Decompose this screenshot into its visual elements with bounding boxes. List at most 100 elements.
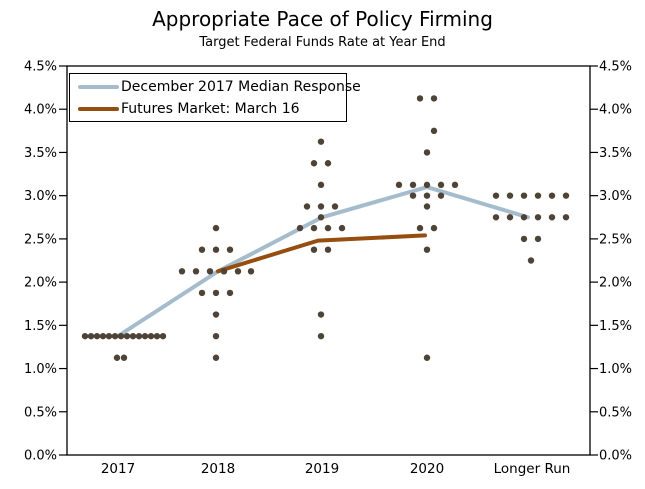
response-dot (534, 235, 542, 243)
response-dot (212, 354, 220, 361)
x-axis-category-label: Longer Run (494, 461, 571, 477)
legend-label: Futures Market: March 16 (121, 100, 300, 117)
response-dot (548, 214, 556, 221)
response-dot (310, 160, 318, 167)
legend: December 2017 Median Response Futures Ma… (69, 73, 361, 122)
response-dot (430, 127, 438, 135)
response-dot (506, 192, 514, 199)
y-axis-tick-label-right: 1.0% (599, 362, 632, 377)
response-dot (317, 332, 325, 340)
response-dot (226, 289, 234, 297)
response-dot (451, 181, 459, 189)
response-dot (117, 332, 125, 340)
response-dot (135, 332, 143, 340)
response-dot (409, 192, 417, 199)
response-dot (81, 332, 89, 340)
futures-market-line (216, 233, 427, 274)
response-dot (153, 332, 161, 340)
y-axis-tick-label-right: 4.5% (599, 60, 632, 75)
y-axis-tick-label-right: 2.0% (599, 276, 632, 291)
response-dot (430, 95, 438, 102)
response-dot (105, 332, 113, 340)
response-dot (562, 214, 570, 221)
futures-market-line-sample (78, 106, 119, 111)
response-dot (317, 311, 325, 318)
response-dot (324, 246, 332, 253)
y-axis-tick-label-right: 0.5% (599, 405, 632, 420)
response-dot (212, 289, 220, 297)
y-axis-tick-label-right: 2.5% (599, 232, 632, 247)
response-dot (317, 181, 325, 189)
response-dot (534, 214, 542, 221)
x-axis-category-label: 2020 (410, 461, 444, 477)
response-dot (423, 354, 431, 361)
legend-label: December 2017 Median Response (121, 78, 361, 95)
y-axis-tick-label-left: 2.0% (24, 276, 57, 291)
response-dot (111, 332, 119, 340)
y-axis-tick-label-left: 4.0% (24, 103, 57, 118)
response-dot (310, 224, 318, 232)
y-axis-tick-label-left: 0.5% (24, 405, 57, 420)
response-dot (423, 192, 431, 199)
response-dot (141, 332, 149, 340)
response-dot (423, 181, 431, 189)
plot-border (66, 65, 591, 456)
response-dot (226, 246, 234, 253)
response-dot (296, 224, 304, 232)
response-dot (198, 246, 206, 253)
y-axis-tick-label-right: 0.0% (599, 449, 632, 464)
y-axis-tick-label-left: 4.5% (24, 60, 57, 75)
x-axis-category-label: 2019 (305, 461, 339, 477)
response-dot (113, 354, 121, 361)
response-dot (234, 268, 242, 275)
response-dot (527, 257, 535, 264)
median-response-line-sample (78, 84, 119, 89)
y-axis-tick-label-left: 0.0% (24, 449, 57, 464)
response-dot (437, 192, 445, 199)
response-dot (93, 332, 101, 340)
response-dot (192, 268, 200, 275)
response-dot (423, 203, 431, 210)
response-dot (520, 192, 528, 199)
response-dot (416, 224, 424, 232)
response-dot (212, 311, 220, 318)
response-dot (198, 289, 206, 297)
y-axis-tick-label-left: 3.0% (24, 189, 57, 204)
y-axis-tick-label-left: 1.5% (24, 319, 57, 334)
chart-title: Appropriate Pace of Policy Firming (152, 7, 493, 31)
y-axis-tick-label-right: 3.5% (599, 146, 632, 161)
response-dot (437, 181, 445, 189)
response-dot (247, 268, 255, 275)
legend-item-median-response: December 2017 Median Response (70, 77, 361, 96)
response-dot (120, 354, 128, 361)
response-dot (338, 224, 346, 232)
response-dot (520, 214, 528, 221)
response-dot (520, 235, 528, 243)
response-dot (506, 214, 514, 221)
y-axis-tick-label-left: 1.0% (24, 362, 57, 377)
response-dot (220, 268, 228, 275)
legend-item-futures-market: Futures Market: March 16 (70, 99, 346, 118)
response-dot (212, 332, 220, 340)
response-dot (123, 332, 131, 340)
response-dot (395, 181, 403, 189)
y-axis-tick-label-left: 2.5% (24, 232, 57, 247)
x-axis-category-label: 2017 (101, 461, 135, 477)
response-dot (159, 332, 167, 340)
response-dot (129, 332, 137, 340)
response-dot (99, 332, 107, 340)
response-dot (178, 268, 186, 275)
response-dot (147, 332, 155, 340)
response-dot (212, 246, 220, 253)
response-dot (303, 203, 311, 210)
response-dot (430, 224, 438, 232)
y-axis-tick-label-right: 1.5% (599, 319, 632, 334)
response-dot (416, 95, 424, 102)
response-dot (324, 224, 332, 232)
response-dot (423, 149, 431, 156)
response-dot (534, 192, 542, 199)
response-dot (331, 203, 339, 210)
response-dot (206, 268, 214, 275)
